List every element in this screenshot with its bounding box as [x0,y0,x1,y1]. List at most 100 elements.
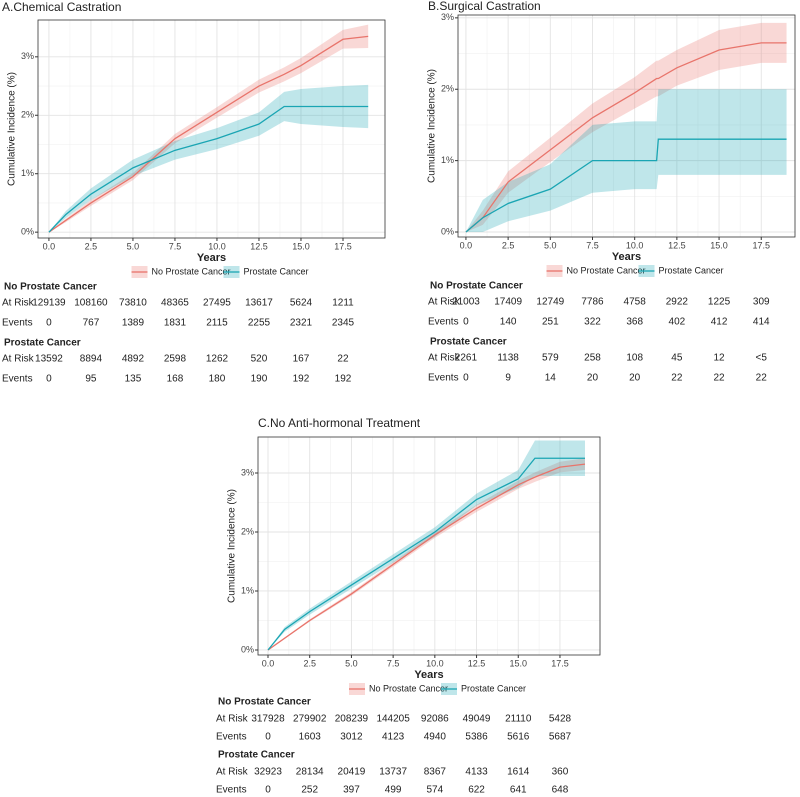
risk-value: 5428 [549,714,572,725]
risk-value: 5616 [507,732,530,743]
risk-group-name: Prostate Cancer [4,338,81,349]
risk-row-label: At Risk [428,353,461,364]
line [48,35,369,233]
risk-row-label: Events [428,373,459,384]
risk-value: 1262 [206,354,229,365]
y-tick-label: 3% [241,467,254,477]
x-tick-label: 12.5 [250,241,268,251]
confidence-band [300,29,343,74]
risk-value: 129139 [32,298,66,309]
risk-value: 2261 [455,353,478,364]
risk-value: 1138 [497,353,519,364]
y-tick-label: 1% [21,168,34,178]
risk-value: 2255 [248,318,271,329]
x-tick-label: 12.5 [668,240,686,250]
y-tick-label: 0% [21,227,34,237]
x-tick-label: 7.5 [586,240,599,250]
x-tick-label: 15.0 [710,240,728,250]
risk-value: 168 [167,374,184,385]
x-tick-label: 17.5 [752,240,770,250]
risk-value: 0 [463,373,469,384]
risk-value: 20 [629,373,641,384]
risk-value: 20 [587,373,599,384]
x-tick-label: 5.0 [544,240,557,250]
risk-value: 251 [542,317,559,328]
plot-border [457,14,796,238]
risk-value: 499 [385,785,402,796]
risk-value: 309 [753,297,770,308]
x-tick-label: 5.0 [345,658,358,668]
plot-border [257,436,601,656]
risk-value: 0 [46,374,52,385]
risk-value: 32923 [254,767,282,778]
risk-value: 414 [753,317,770,328]
x-tick-label: 15.0 [509,658,527,668]
risk-row-label: At Risk [2,354,35,365]
risk-value: 520 [251,354,268,365]
risk-value: 258 [584,353,601,364]
risk-value: 4758 [624,297,647,308]
risk-value: 368 [626,317,643,328]
x-tick-label: 17.5 [334,241,352,251]
x-tick-label: 2.5 [303,658,316,668]
line [465,42,787,233]
risk-value: 1225 [708,297,731,308]
y-axis-title: Cumulative Incidence (%) [7,72,18,186]
confidence-band [65,188,91,219]
risk-value: 1831 [164,318,187,329]
risk-value: 402 [669,317,686,328]
risk-value: 108160 [74,298,108,309]
risk-value: 28134 [296,767,324,778]
risk-row-label: Events [2,374,33,385]
risk-value: 192 [335,374,352,385]
y-tick-label: 1% [241,585,254,595]
risk-value: 190 [251,374,268,385]
line [48,105,369,233]
risk-value: 14 [545,373,557,384]
plot-background [38,20,385,238]
risk-value: 5386 [465,732,488,743]
x-tick-label: 10.0 [626,240,644,250]
risk-row-label: Events [2,318,33,329]
confidence-band [90,159,133,201]
risk-value: 135 [125,374,142,385]
risk-value: 5624 [290,298,313,309]
risk-value: 144205 [376,714,410,725]
risk-value: 1614 [507,767,530,778]
x-axis-title: Years [197,252,226,264]
y-tick-label: 2% [241,526,254,536]
y-axis-title: Cumulative Incidence (%) [427,69,438,183]
confidence-band [518,440,535,488]
risk-row-label: At Risk [216,714,249,725]
risk-value: 180 [209,374,226,385]
x-tick-label: 0.0 [43,241,56,251]
risk-value: 622 [468,785,485,796]
risk-value: 5687 [549,732,572,743]
risk-value: 579 [542,353,559,364]
risk-value: 208239 [335,714,369,725]
legend-label: No Prostate Cancer [567,265,646,275]
risk-value: 13617 [245,298,273,309]
confidence-band [268,626,285,650]
x-tick-label: 17.5 [551,658,569,668]
x-tick-label: 12.5 [468,658,486,668]
confidence-band [476,470,519,506]
risk-value: 4133 [465,767,488,778]
confidence-band [550,124,593,211]
risk-value: 4123 [382,732,405,743]
risk-value: 49049 [463,714,491,725]
plot-border [37,19,386,239]
x-tick-label: 10.0 [208,241,226,251]
risk-value: 140 [500,317,517,328]
confidence-band [634,121,657,190]
confidence-band [482,182,509,233]
risk-value: 22 [756,373,768,384]
confidence-band [342,24,369,49]
risk-group-name: Prostate Cancer [218,750,295,761]
x-axis-title: Years [414,669,443,681]
risk-value: 167 [293,354,310,365]
x-tick-label: 10.0 [426,658,444,668]
risk-value: 8894 [80,354,103,365]
